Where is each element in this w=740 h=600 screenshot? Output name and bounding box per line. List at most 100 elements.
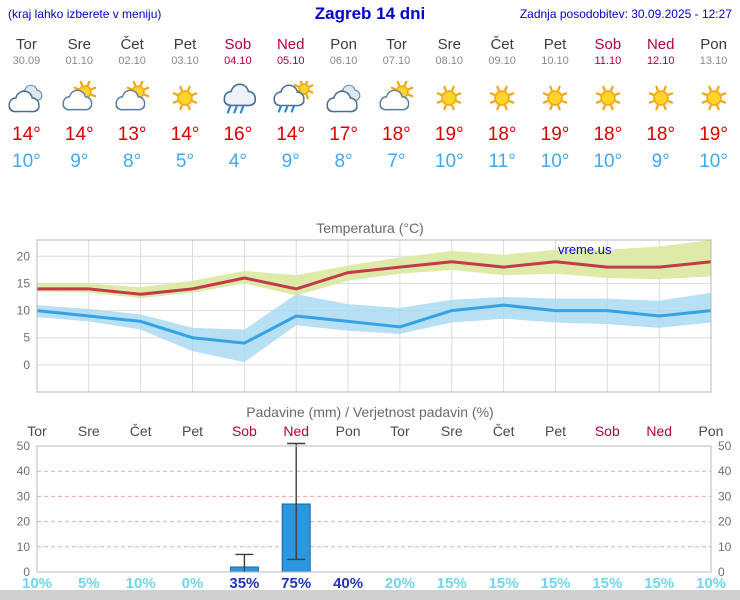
- cloudy-weather-icon: [317, 81, 370, 117]
- day-date: 08.10: [435, 55, 464, 67]
- rain-weather-icon: [211, 81, 264, 117]
- day-date: 10.10: [541, 55, 569, 67]
- temp-min: 11°: [488, 151, 516, 172]
- precip-ytick-right: 10: [718, 540, 732, 554]
- day-column-4[interactable]: Pet 03.10 14° 5°: [159, 28, 212, 178]
- precip-ytick-left: 0: [23, 565, 30, 579]
- precip-ytick-left: 20: [17, 515, 31, 529]
- precip-probability: 10%: [22, 575, 52, 590]
- precipitation-chart-title: Padavine (mm) / Verjetnost padavin (%): [246, 404, 494, 420]
- temp-min: 8°: [123, 151, 142, 172]
- rain-sun-weather-icon: [264, 78, 317, 117]
- day-date: 30.09: [12, 55, 41, 67]
- temp-min: 10°: [593, 151, 623, 172]
- precip-ytick-right: 40: [718, 464, 732, 478]
- tmin-line: [36, 303, 712, 345]
- temperature-chart-title: Temperatura (°C): [316, 220, 424, 236]
- day-date: 06.10: [329, 55, 358, 67]
- temp-plot-border: [36, 239, 712, 393]
- day-column-3[interactable]: Čet 02.10 13° 8°: [106, 28, 159, 178]
- precip-whisker: [235, 553, 254, 572]
- precip-day-label: Tor: [27, 423, 47, 439]
- last-update: Zadnja posodobitev: 30.09.2025 - 12:27: [519, 7, 732, 21]
- precip-ytick-left: 10: [17, 540, 31, 554]
- temp-max: 13°: [117, 124, 147, 145]
- precip-day-label: Pon: [699, 423, 724, 439]
- precip-probability: 15%: [437, 575, 467, 590]
- precip-probability: 75%: [281, 575, 311, 590]
- temp-min: 8°: [334, 151, 353, 172]
- temp-max: 14°: [170, 124, 200, 145]
- temp-min: 9°: [70, 151, 89, 172]
- day-column-7[interactable]: Pon 06.10 17° 8°: [317, 28, 370, 178]
- precip-probability: 15%: [540, 575, 570, 590]
- sunny-weather-icon: [423, 81, 476, 117]
- temp-min: 10°: [434, 151, 464, 172]
- day-column-12[interactable]: Sob 11.10 18° 10°: [581, 28, 634, 178]
- day-date: 13.10: [699, 55, 728, 67]
- day-column-8[interactable]: Tor 07.10 18° 7°: [370, 28, 423, 178]
- precip-probability: 20%: [385, 575, 415, 590]
- watermark-link[interactable]: vreme.us: [558, 242, 612, 257]
- temp-min: 9°: [651, 151, 670, 172]
- temp-ytick-label: 20: [17, 249, 31, 263]
- day-name: Čet: [490, 36, 514, 53]
- day-name: Sre: [67, 36, 91, 53]
- precip-ytick-right: 50: [718, 439, 732, 453]
- precip-probability: 15%: [592, 575, 622, 590]
- day-name: Pet: [543, 36, 567, 53]
- day-column-9[interactable]: Sre 08.10 19° 10°: [423, 28, 476, 178]
- day-date: 09.10: [488, 55, 516, 67]
- day-column-10[interactable]: Čet 09.10 18° 11°: [476, 28, 529, 178]
- day-column-14[interactable]: Pon 13.10 19° 10°: [687, 28, 740, 178]
- temp-min: 10°: [12, 151, 41, 172]
- precip-day-label: Sob: [595, 423, 620, 439]
- temp-max: 18°: [382, 124, 411, 145]
- day-name: Sob: [224, 36, 252, 53]
- temp-ytick-label: 10: [17, 304, 31, 318]
- day-name: Tor: [16, 36, 37, 53]
- sunny-weather-icon: [159, 81, 212, 117]
- temp-max: 19°: [699, 124, 728, 145]
- precip-day-label: Sre: [78, 423, 100, 439]
- day-date: 02.10: [118, 55, 146, 67]
- partly-weather-icon: [53, 80, 106, 117]
- day-column-2[interactable]: Sre 01.10 14° 9°: [53, 28, 106, 178]
- precip-day-label: Pet: [182, 423, 203, 439]
- precip-probability: 40%: [333, 575, 363, 590]
- precip-probability: 5%: [78, 575, 100, 590]
- precip-day-label: Tor: [390, 423, 410, 439]
- page-title: Zagreb 14 dni: [314, 4, 426, 23]
- temp-max: 14°: [12, 124, 41, 145]
- precip-day-label: Sob: [232, 423, 257, 439]
- precip-ytick-left: 40: [17, 464, 31, 478]
- sunny-weather-icon: [529, 81, 582, 117]
- precip-whisker: [287, 442, 306, 561]
- precip-probability: 35%: [229, 575, 259, 590]
- day-column-6[interactable]: Ned 05.10 14° 9°: [264, 28, 317, 178]
- temp-min: 7°: [387, 151, 406, 172]
- day-name: Pon: [700, 36, 727, 53]
- day-column-1[interactable]: Tor 30.09 14° 10°: [0, 28, 53, 178]
- temp-max: 17°: [329, 124, 358, 145]
- precip-ytick-right: 0: [718, 565, 725, 579]
- sunny-weather-icon: [634, 81, 687, 117]
- temp-max: 14°: [64, 124, 94, 145]
- day-column-11[interactable]: Pet 10.10 19° 10°: [529, 28, 582, 178]
- day-name: Tor: [386, 36, 407, 53]
- day-name: Ned: [646, 36, 675, 53]
- temp-max: 18°: [646, 124, 676, 145]
- day-date: 05.10: [276, 55, 305, 67]
- temp-min: 5°: [175, 151, 195, 172]
- tmin-range-band: [37, 292, 711, 363]
- temp-min: 10°: [699, 151, 728, 172]
- day-date: 01.10: [65, 55, 94, 67]
- precip-day-label: Čet: [130, 423, 152, 439]
- precip-day-label: Pon: [336, 423, 361, 439]
- day-column-13[interactable]: Ned 12.10 18° 9°: [634, 28, 687, 178]
- day-name: Pet: [173, 36, 197, 53]
- temp-min: 10°: [540, 151, 570, 172]
- precip-probability: 10%: [126, 575, 156, 590]
- day-column-5[interactable]: Sob 04.10 16° 4°: [211, 28, 264, 178]
